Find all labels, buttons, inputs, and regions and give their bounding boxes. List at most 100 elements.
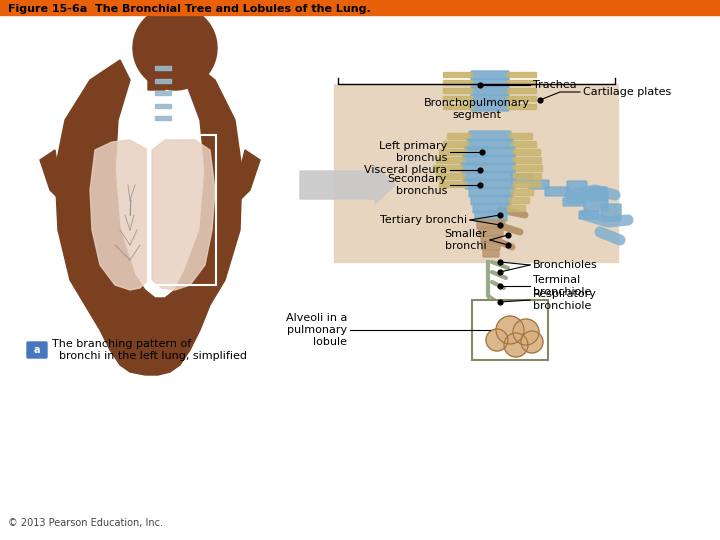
FancyBboxPatch shape [471, 195, 511, 205]
FancyBboxPatch shape [508, 80, 536, 85]
FancyBboxPatch shape [444, 72, 472, 78]
FancyBboxPatch shape [475, 211, 507, 221]
Text: Smaller
bronchi: Smaller bronchi [444, 229, 487, 251]
FancyBboxPatch shape [513, 150, 541, 156]
FancyBboxPatch shape [482, 242, 500, 250]
Text: Bronchopulmonary
segment: Bronchopulmonary segment [423, 98, 529, 119]
Text: Trachea: Trachea [533, 80, 577, 90]
FancyBboxPatch shape [444, 80, 472, 85]
Circle shape [521, 331, 543, 353]
Text: Secondary
bronchus: Secondary bronchus [388, 174, 447, 196]
Bar [472, 300, 548, 360]
Polygon shape [90, 140, 148, 290]
Text: a: a [34, 345, 40, 355]
FancyBboxPatch shape [467, 139, 513, 149]
FancyBboxPatch shape [508, 105, 536, 110]
Text: Alveoli in a
pulmonary
lobule: Alveoli in a pulmonary lobule [286, 313, 347, 347]
Text: Bronchioles: Bronchioles [533, 260, 598, 270]
Circle shape [504, 333, 528, 357]
FancyBboxPatch shape [436, 173, 464, 179]
Polygon shape [148, 60, 178, 90]
Text: Figure 15-6a  The Bronchial Tree and Lobules of the Lung.: Figure 15-6a The Bronchial Tree and Lobu… [8, 4, 371, 14]
FancyBboxPatch shape [510, 198, 529, 204]
Point [503, 231, 514, 239]
Polygon shape [40, 150, 60, 200]
Point [476, 147, 487, 156]
FancyBboxPatch shape [513, 165, 542, 172]
FancyArrow shape [300, 166, 395, 204]
Polygon shape [55, 60, 242, 375]
FancyBboxPatch shape [508, 89, 536, 93]
FancyBboxPatch shape [508, 97, 536, 102]
FancyBboxPatch shape [444, 105, 472, 110]
Point [474, 181, 486, 190]
Point [494, 211, 505, 219]
Text: © 2013 Pearson Education, Inc.: © 2013 Pearson Education, Inc. [8, 518, 163, 528]
FancyBboxPatch shape [444, 97, 472, 102]
Polygon shape [240, 150, 260, 200]
FancyBboxPatch shape [461, 163, 515, 173]
FancyBboxPatch shape [433, 165, 462, 172]
Point [474, 166, 486, 174]
FancyBboxPatch shape [471, 79, 509, 87]
FancyBboxPatch shape [463, 155, 515, 165]
Bar [155, 104, 171, 107]
FancyBboxPatch shape [471, 71, 509, 79]
FancyBboxPatch shape [567, 181, 587, 203]
FancyBboxPatch shape [439, 150, 467, 156]
FancyBboxPatch shape [529, 180, 549, 189]
Point [534, 96, 546, 104]
Point [494, 258, 505, 266]
FancyBboxPatch shape [444, 89, 472, 93]
FancyBboxPatch shape [473, 203, 509, 213]
FancyBboxPatch shape [463, 171, 515, 181]
FancyBboxPatch shape [448, 133, 470, 139]
FancyBboxPatch shape [513, 158, 541, 164]
Circle shape [486, 329, 508, 351]
FancyBboxPatch shape [471, 87, 509, 95]
FancyBboxPatch shape [584, 191, 608, 211]
FancyBboxPatch shape [511, 190, 534, 195]
FancyBboxPatch shape [545, 187, 569, 196]
Point [494, 268, 505, 276]
Text: Visceral pleura: Visceral pleura [364, 165, 447, 175]
FancyBboxPatch shape [510, 133, 533, 139]
FancyBboxPatch shape [465, 147, 515, 157]
FancyBboxPatch shape [436, 158, 464, 164]
Bar [148, 135, 216, 285]
Point [494, 221, 505, 230]
Bar [155, 78, 171, 83]
FancyBboxPatch shape [483, 250, 499, 257]
Text: Left primary
bronchus: Left primary bronchus [379, 141, 447, 163]
FancyBboxPatch shape [508, 206, 526, 212]
Text: Terminal
bronchiole: Terminal bronchiole [533, 275, 591, 297]
Circle shape [133, 6, 217, 90]
FancyBboxPatch shape [511, 174, 533, 183]
FancyBboxPatch shape [469, 187, 513, 197]
FancyBboxPatch shape [511, 141, 536, 147]
FancyBboxPatch shape [469, 131, 511, 141]
FancyBboxPatch shape [601, 204, 621, 221]
FancyBboxPatch shape [479, 227, 503, 236]
FancyBboxPatch shape [481, 235, 501, 243]
Bar [155, 91, 171, 95]
Circle shape [513, 319, 539, 345]
Text: The branching pattern of
  bronchi in the left lung, simplified: The branching pattern of bronchi in the … [52, 339, 247, 361]
FancyBboxPatch shape [477, 220, 505, 229]
Bar [334, 84, 618, 262]
FancyBboxPatch shape [27, 342, 47, 358]
FancyBboxPatch shape [508, 72, 536, 78]
FancyBboxPatch shape [513, 173, 541, 179]
Text: Tertiary bronchi: Tertiary bronchi [380, 215, 467, 225]
Point [474, 80, 486, 89]
Bar [0, 0, 720, 15]
Bar [155, 116, 171, 120]
Polygon shape [152, 140, 215, 290]
FancyBboxPatch shape [465, 179, 515, 189]
Text: Cartilage plates: Cartilage plates [583, 87, 671, 97]
FancyBboxPatch shape [589, 187, 607, 201]
Point [503, 241, 514, 249]
FancyBboxPatch shape [513, 181, 541, 187]
Circle shape [496, 316, 524, 344]
FancyBboxPatch shape [444, 141, 469, 147]
